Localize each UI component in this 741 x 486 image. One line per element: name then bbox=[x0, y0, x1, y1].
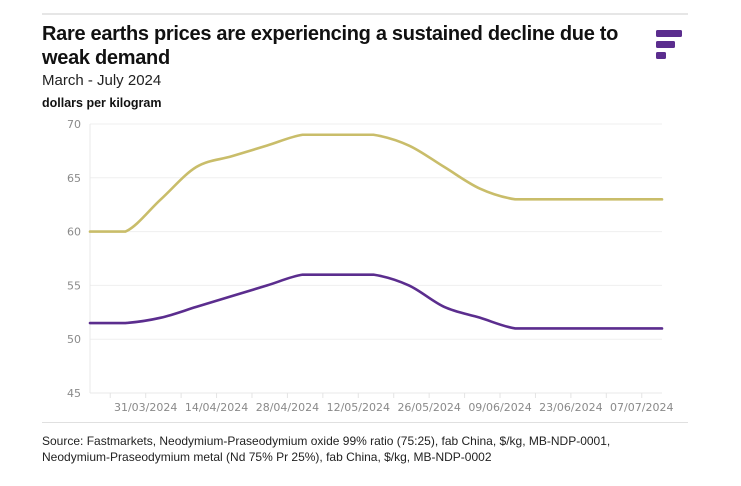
logo-bar-top bbox=[656, 30, 682, 37]
x-tick-label: 12/05/2024 bbox=[327, 401, 390, 414]
x-tick-label: 28/04/2024 bbox=[256, 401, 319, 414]
source-line-2: Neodymium-Praseodymium metal (Nd 75% Pr … bbox=[42, 450, 492, 464]
series-line-ndpr-metal bbox=[88, 273, 664, 330]
x-tick-label: 14/04/2024 bbox=[185, 401, 248, 414]
logo-bar-middle bbox=[656, 41, 675, 48]
series-lines bbox=[88, 133, 664, 330]
chart-title: Rare earths prices are experiencing a su… bbox=[42, 23, 619, 69]
top-divider bbox=[42, 13, 688, 15]
logo-bar-bottom bbox=[656, 52, 666, 59]
footer-divider bbox=[42, 422, 688, 423]
source-line-1: Source: Fastmarkets, Neodymium-Praseodym… bbox=[42, 434, 611, 448]
series-line-ndpr-oxide bbox=[88, 133, 664, 233]
y-axis-unit-label: dollars per kilogram bbox=[42, 96, 162, 110]
x-tick-label: 31/03/2024 bbox=[114, 401, 177, 414]
y-tick-label: 70 bbox=[67, 118, 81, 131]
y-tick-label: 65 bbox=[67, 172, 81, 185]
chart-subtitle: March - July 2024 bbox=[42, 72, 162, 89]
y-tick-label: 60 bbox=[67, 226, 81, 239]
x-tick-label: 26/05/2024 bbox=[397, 401, 460, 414]
x-tick-label: 07/07/2024 bbox=[610, 401, 673, 414]
y-tick-label: 45 bbox=[67, 387, 81, 400]
y-tick-label: 50 bbox=[67, 333, 81, 346]
x-tick-label: 23/06/2024 bbox=[539, 401, 602, 414]
source-note: Source: Fastmarkets, Neodymium-Praseodym… bbox=[42, 433, 702, 465]
fastmarkets-logo-icon bbox=[656, 30, 682, 60]
y-tick-label: 55 bbox=[67, 279, 81, 292]
y-axis-ticks: 45 50 55 60 65 70 bbox=[67, 118, 81, 400]
x-tick-label: 09/06/2024 bbox=[468, 401, 531, 414]
gridlines bbox=[89, 123, 662, 394]
x-axis: 31/03/2024 14/04/2024 28/04/2024 12/05/2024… bbox=[109, 393, 673, 414]
